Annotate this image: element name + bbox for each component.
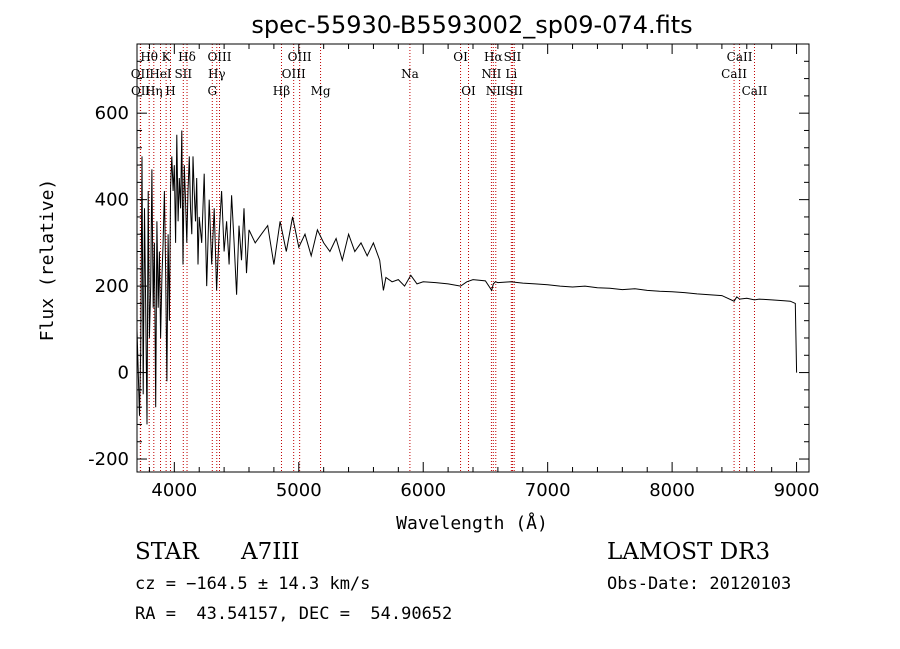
line-label: SII [174,67,192,81]
x-tick-label: 5000 [276,480,322,501]
coordinates: RA = 43.54157, DEC = 54.90652 [135,604,453,624]
line-label: OII [131,67,151,81]
line-label: HeI [149,67,172,81]
survey-name: LAMOST DR3 [607,539,771,565]
line-label: OIII [282,67,306,81]
line-label: Na [401,67,419,81]
line-label: SII [504,50,522,64]
line-label: OI [453,50,468,64]
line-label: H [165,84,175,98]
object-subclass: A7III [241,539,300,565]
line-label: NII [481,67,501,81]
x-tick-label: 6000 [400,480,446,501]
x-tick-label: 4000 [151,480,197,501]
x-tick-label: 8000 [649,480,695,501]
line-label: Hβ [273,84,290,98]
line-label: OIII [288,50,312,64]
y-tick-label: 200 [95,276,129,297]
line-label: Hη [145,84,163,98]
line-label: CaII [727,50,753,64]
y-axis: -200 0 200 400 600 [88,60,809,470]
line-label: SII [505,84,523,98]
x-axis-label: Wavelength (Å) [396,512,548,534]
line-label: Hγ [208,67,226,81]
y-axis-label: Flux (relative) [37,179,58,342]
y-tick-label: -200 [88,449,129,470]
redshift-cz: cz = −164.5 ± 14.3 km/s [135,574,371,594]
chart-title: spec-55930-B5593002_sp09-074.fits [251,11,692,39]
y-tick-label: 600 [95,103,129,124]
line-label: G [207,84,217,98]
object-class: STAR [135,539,199,565]
observation-date: Obs-Date: 20120103 [607,574,792,594]
x-tick-label: 7000 [525,480,571,501]
line-label: Hδ [178,50,196,64]
flux-series-line [136,130,798,425]
line-label: Hθ [140,50,158,64]
line-label: OI [461,84,476,98]
y-tick-label: 0 [118,363,129,384]
line-label: K [162,50,172,64]
line-label: Mg [311,84,331,98]
line-label: CaII [742,84,768,98]
line-label: Hα [484,50,503,64]
line-label: NII [486,84,506,98]
line-label: OIII [207,50,231,64]
line-label: OII [131,84,151,98]
emission-line-markers [139,44,755,472]
x-axis: 4000 5000 6000 7000 8000 9000 [148,44,820,501]
line-label: Li [505,67,517,81]
y-tick-label: 400 [95,190,129,211]
line-label: CaII [721,67,747,81]
x-tick-label: 9000 [774,480,820,501]
